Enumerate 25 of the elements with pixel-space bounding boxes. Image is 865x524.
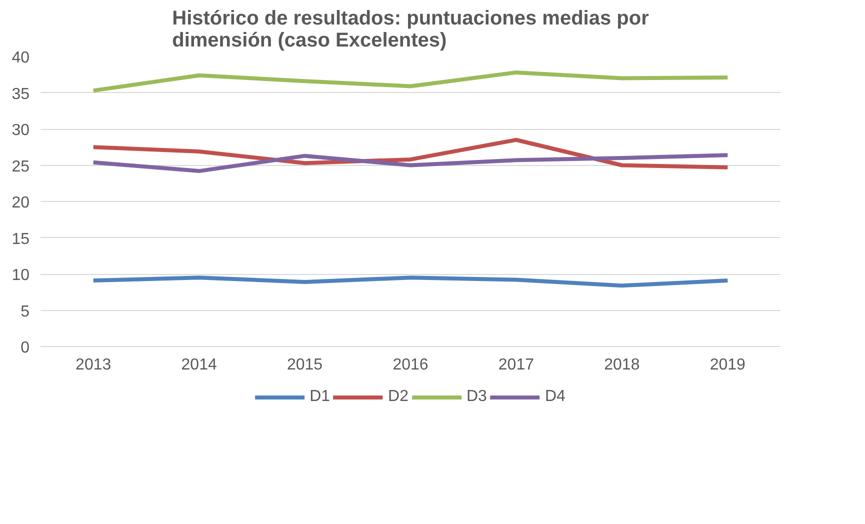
x-tick-label: 2017 <box>498 356 534 374</box>
y-tick-label: 5 <box>20 303 30 320</box>
line-series <box>91 153 730 174</box>
y-tick-label: 25 <box>12 158 30 176</box>
legend-label: D2 <box>388 388 408 406</box>
x-tick-label: 2014 <box>181 356 217 374</box>
y-tick-label: 0 <box>20 340 30 356</box>
legend-label: D3 <box>466 388 487 406</box>
line-series <box>91 70 730 93</box>
x-tick-label: 2013 <box>76 356 112 374</box>
line-series <box>91 276 730 288</box>
y-tick-label: 10 <box>12 267 30 284</box>
legend-label: D1 <box>310 388 330 406</box>
y-tick-label: 35 <box>12 86 30 103</box>
legend-label: D4 <box>544 388 566 406</box>
y-tick-label: 15 <box>12 230 30 248</box>
line-series <box>91 138 730 170</box>
y-tick-label: 20 <box>12 194 30 212</box>
chart-title: Histórico de resultados: puntuaciones medias por dimensión (caso Excelentes) <box>172 8 650 52</box>
x-tick-label: 2018 <box>604 356 640 374</box>
x-tick-label: 2019 <box>710 356 746 374</box>
y-tick-label: 30 <box>12 122 30 139</box>
x-tick-label: 2016 <box>392 356 428 374</box>
x-tick-label: 2015 <box>286 356 323 374</box>
y-tick-label: 40 <box>12 50 30 66</box>
